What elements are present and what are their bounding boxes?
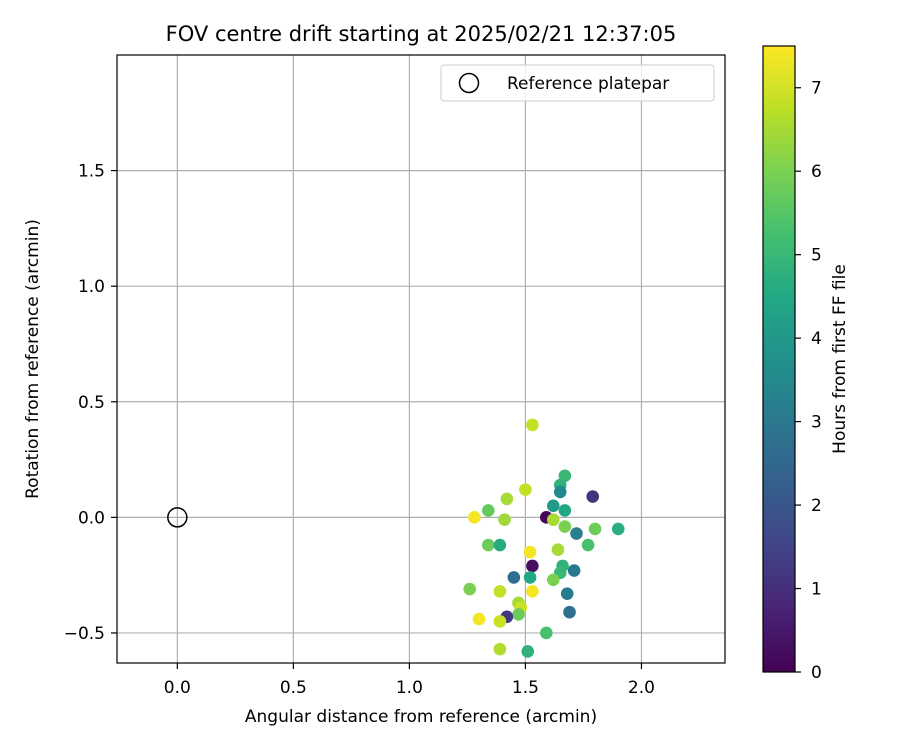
x-axis-label: Angular distance from reference (arcmin)	[245, 707, 597, 727]
x-tick-label: 1.5	[512, 678, 539, 698]
scatter-point	[540, 626, 553, 640]
legend-label-reference: Reference platepar	[507, 74, 669, 94]
colorbar-tick-label: 4	[811, 329, 822, 349]
y-axis-label: Rotation from reference (arcmin)	[23, 219, 43, 499]
chart-title: FOV centre drift starting at 2025/02/21 …	[166, 22, 677, 46]
colorbar-label: Hours from first FF file	[830, 264, 850, 454]
scatter-point	[526, 585, 539, 598]
scatter-point	[523, 545, 537, 559]
scatter-point	[586, 490, 600, 503]
scatter-point	[463, 582, 477, 596]
scatter-point	[493, 615, 507, 628]
scatter-point	[558, 520, 572, 533]
scatter-point	[558, 504, 572, 517]
scatter-point	[498, 513, 511, 526]
scatter-point	[512, 608, 525, 621]
scatter-point	[546, 499, 560, 513]
scatter-point	[481, 504, 495, 517]
legend-box	[440, 64, 715, 102]
scatter-point	[570, 527, 583, 540]
colorbar-tick-label: 5	[811, 246, 822, 266]
plot-frame	[116, 54, 726, 664]
scatter-point	[611, 522, 625, 536]
colorbar-tick-label: 6	[811, 162, 822, 182]
axis-ticks: 0.0 0.5 1.0 1.5 2.0 −0.5 0.0 0.5 1.0 1.5	[64, 162, 655, 698]
y-tick-label: 0.0	[78, 508, 105, 528]
colorbar-gradient	[763, 46, 795, 672]
y-tick-label: 1.5	[78, 162, 105, 182]
x-tick-label: 2.0	[628, 678, 655, 698]
scatter-point	[493, 538, 507, 552]
colorbar-frame	[762, 45, 796, 673]
scatter-point	[493, 642, 507, 656]
colorbar-tick-label: 3	[811, 413, 822, 433]
colorbar: 0 1 2 3 4 5 6 7 Hours from first FF file	[762, 45, 850, 683]
scatter-point	[563, 605, 576, 619]
colorbar-ticks: 0 1 2 3 4 5 6 7	[795, 79, 822, 683]
scatter-point	[526, 418, 539, 432]
scatter-point	[567, 564, 581, 577]
scatter-point	[551, 543, 565, 557]
scatter-point	[472, 612, 486, 626]
grid-lines	[117, 55, 725, 663]
x-tick-label: 0.5	[280, 678, 307, 698]
reference-layer	[167, 507, 188, 528]
colorbar-tick-label: 7	[811, 79, 822, 99]
y-tick-label: −0.5	[64, 624, 105, 644]
scatter-point	[481, 538, 495, 552]
scatter-point	[500, 492, 514, 506]
y-tick-label: 0.5	[78, 393, 105, 413]
scatter-point	[507, 571, 521, 584]
scatter-point	[526, 559, 539, 573]
scatter-point	[546, 513, 560, 526]
legend-marker-reference	[458, 72, 480, 94]
scatter-point	[519, 483, 532, 496]
scatter-point	[521, 645, 535, 658]
scatter-point	[523, 571, 537, 584]
y-tick-label: 1.0	[78, 277, 105, 297]
x-tick-label: 1.0	[396, 678, 423, 698]
scatter-point	[468, 511, 481, 524]
scatter-points	[463, 418, 625, 658]
legend: Reference platepar	[440, 64, 715, 102]
x-tick-label: 0.0	[164, 678, 191, 698]
reference-platepar-marker	[167, 507, 188, 528]
colorbar-tick-label: 1	[811, 580, 822, 600]
scatter-point	[588, 522, 602, 536]
scatter-point	[553, 485, 567, 499]
scatter-point	[560, 587, 574, 600]
scatter-point	[493, 585, 507, 598]
scatter-point	[546, 573, 560, 587]
scatter-point	[581, 538, 595, 552]
colorbar-tick-label: 2	[811, 496, 822, 516]
colorbar-tick-label: 0	[811, 663, 822, 683]
